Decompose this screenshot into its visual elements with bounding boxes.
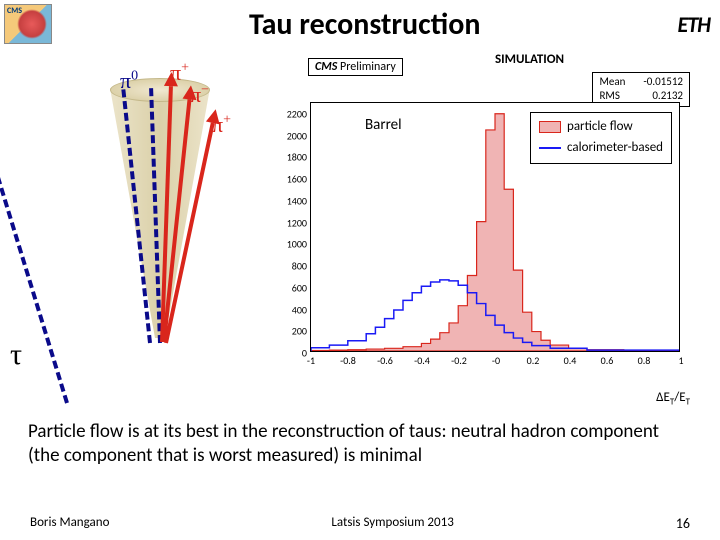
chart-legend: particle flow calorimeter-based xyxy=(530,112,672,164)
stat-mean-value: -0.01512 xyxy=(643,75,683,89)
legend-row-calo: calorimeter-based xyxy=(539,138,663,159)
x-axis-label: ΔET/ET xyxy=(656,390,690,408)
cms-logo-text: CMS xyxy=(7,6,22,16)
eth-logo: ETH xyxy=(677,11,710,38)
chart-cms-label: CMS Preliminary xyxy=(308,58,403,76)
barrel-label: Barrel xyxy=(365,116,402,134)
pi-minus-label: π− xyxy=(190,82,209,108)
cms-logo: CMS xyxy=(4,4,52,44)
jet-diagram: π0 π+ π− π+ τ xyxy=(20,58,250,408)
simulation-label: SIMULATION xyxy=(495,52,564,67)
stat-mean-label: Mean xyxy=(599,75,625,89)
content-area: π0 π+ π− π+ τ CMS Preliminary SIMULATION… xyxy=(0,48,720,418)
footer-event: Latsis Symposium 2013 xyxy=(331,515,453,532)
slide-title: Tau reconstruction xyxy=(52,6,677,43)
body-text: Particle flow is at its best in the reco… xyxy=(28,420,688,468)
slide-footer: Boris Mangano Latsis Symposium 2013 16 xyxy=(0,515,720,532)
slide-header: CMS Tau reconstruction ETH xyxy=(0,0,720,48)
legend-swatch-pflow xyxy=(539,121,561,133)
pi-plus-label-2: π+ xyxy=(212,112,231,138)
footer-page-number: 16 xyxy=(676,515,690,532)
legend-line-calo xyxy=(539,147,561,149)
pi0-label: π0 xyxy=(120,68,138,94)
legend-label-pflow: particle flow xyxy=(567,117,633,138)
legend-label-calo: calorimeter-based xyxy=(567,138,663,159)
pi-plus-label-1: π+ xyxy=(170,60,189,86)
tau-label: τ xyxy=(10,338,22,372)
legend-row-pflow: particle flow xyxy=(539,117,663,138)
footer-author: Boris Mangano xyxy=(30,515,109,532)
resolution-chart: CMS Preliminary SIMULATION Mean -0.01512… xyxy=(270,78,700,388)
